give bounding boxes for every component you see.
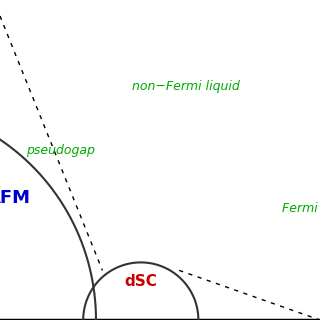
Text: Fermi l: Fermi l bbox=[282, 202, 320, 214]
Text: dSC: dSC bbox=[124, 274, 157, 289]
Text: non−Fermi liquid: non−Fermi liquid bbox=[132, 80, 239, 93]
Text: AFM: AFM bbox=[0, 189, 31, 207]
Text: pseudogap: pseudogap bbox=[26, 144, 95, 157]
